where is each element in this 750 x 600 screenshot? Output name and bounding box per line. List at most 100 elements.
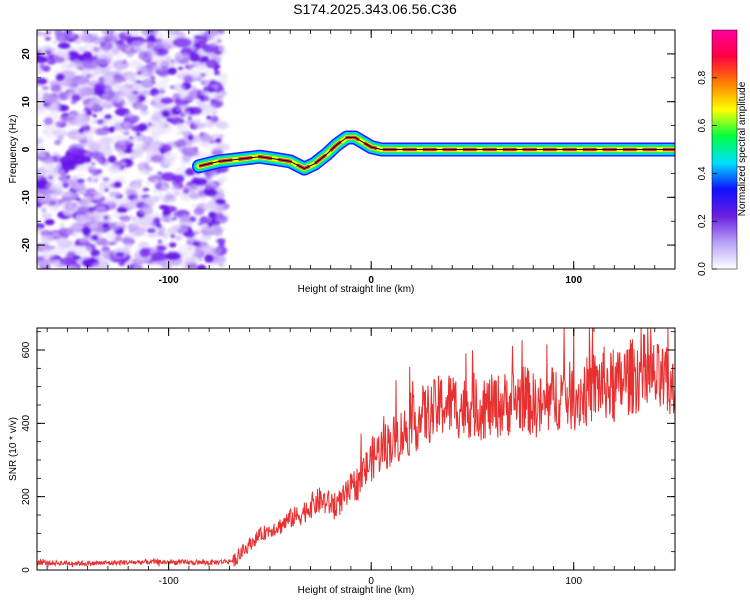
noise-speckle xyxy=(196,264,207,269)
ridge-trace xyxy=(198,137,675,170)
noise-speckle xyxy=(193,177,208,186)
noise-speckle xyxy=(124,242,133,249)
noise-speckle xyxy=(123,122,132,129)
noise-speckle xyxy=(91,151,101,157)
noise-speckle xyxy=(54,30,64,37)
noise-speckle xyxy=(80,87,93,97)
noise-speckle xyxy=(157,124,164,130)
noise-speckle xyxy=(37,139,42,144)
noise-speckle xyxy=(167,67,177,75)
noise-speckle xyxy=(84,151,92,157)
noise-speckle xyxy=(37,77,48,85)
noise-speckle xyxy=(62,182,70,189)
snr-frame xyxy=(36,327,676,571)
noise-speckle xyxy=(154,32,165,40)
noise-speckle xyxy=(130,78,137,83)
noise-speckle xyxy=(209,42,218,47)
noise-speckle xyxy=(120,215,131,222)
noise-speckle xyxy=(153,94,161,99)
noise-speckle xyxy=(127,201,137,210)
x-tick-label: 100 xyxy=(565,275,582,286)
noise-speckle xyxy=(122,139,133,145)
noise-speckle xyxy=(98,253,110,263)
noise-speckle xyxy=(195,237,202,242)
noise-speckle xyxy=(159,204,169,210)
y-tick-label: 0 xyxy=(21,146,32,152)
noise-speckle xyxy=(180,91,198,101)
noise-speckle xyxy=(89,223,100,230)
noise-speckle xyxy=(79,34,91,44)
noise-speckle xyxy=(134,142,146,148)
noise-speckle xyxy=(80,189,86,194)
noise-speckle xyxy=(215,218,222,223)
noise-speckle xyxy=(53,129,68,138)
noise-speckle xyxy=(60,200,74,209)
noise-speckle xyxy=(121,101,131,107)
noise-speckle xyxy=(157,239,162,244)
noise-speckle xyxy=(203,188,218,197)
x-tick-label: -100 xyxy=(159,275,179,286)
noise-speckle xyxy=(37,105,47,116)
noise-speckle xyxy=(57,42,71,50)
noise-speckle xyxy=(200,196,206,201)
noise-speckle xyxy=(139,205,154,215)
noise-speckle xyxy=(115,251,125,258)
noise-speckle xyxy=(62,192,74,199)
y-tick-label: 600 xyxy=(21,341,32,358)
noise-speckle xyxy=(189,52,201,63)
noise-speckle xyxy=(175,226,181,230)
noise-speckle xyxy=(207,222,213,227)
noise-speckle xyxy=(190,45,197,51)
noise-speckle xyxy=(58,116,70,124)
noise-speckle xyxy=(166,56,172,62)
noise-speckle xyxy=(95,214,105,222)
noise-speckle xyxy=(174,139,187,147)
noise-speckle xyxy=(191,186,195,189)
colorbar-tick-label: 0.0 xyxy=(697,262,708,276)
noise-speckle xyxy=(81,226,92,236)
noise-speckle xyxy=(205,59,218,69)
noise-speckle xyxy=(139,109,150,116)
noise-speckle xyxy=(102,177,110,182)
noise-speckle xyxy=(173,53,185,61)
noise-speckle xyxy=(76,173,84,178)
noise-speckle xyxy=(89,74,94,78)
noise-speckle xyxy=(103,76,114,82)
noise-speckle xyxy=(180,192,191,202)
noise-speckle xyxy=(139,169,145,175)
noise-speckle xyxy=(92,38,99,43)
noise-speckle xyxy=(69,265,78,269)
noise-speckle xyxy=(117,127,126,134)
noise-speckle xyxy=(143,169,151,175)
spectrogram-y-ticks: -20 -10 0 10 20 xyxy=(21,29,675,270)
noise-speckle xyxy=(106,164,121,174)
noise-speckle xyxy=(56,91,71,101)
noise-speckle xyxy=(191,204,197,209)
noise-speckle xyxy=(143,196,158,206)
noise-speckle xyxy=(148,122,152,126)
noise-speckle xyxy=(105,231,118,239)
noise-speckle xyxy=(98,53,107,59)
noise-speckle xyxy=(213,70,221,76)
noise-speckle xyxy=(70,220,83,231)
noise-speckle xyxy=(179,130,186,135)
colorbar: 0.0 0.2 0.4 0.6 0.8 Normalized spectral ampl… xyxy=(697,29,748,276)
noise-speckle xyxy=(203,90,218,99)
noise-speckle xyxy=(215,93,225,102)
noise-speckle xyxy=(184,75,193,84)
noise-speckle xyxy=(200,55,210,63)
noise-speckle xyxy=(201,233,212,241)
noise-speckle xyxy=(129,100,135,104)
noise-speckle xyxy=(59,257,77,266)
noise-speckle xyxy=(110,184,114,188)
x-tick-label: 100 xyxy=(565,576,582,587)
noise-speckle xyxy=(100,249,110,256)
y-tick-label: 200 xyxy=(21,488,32,505)
noise-speckle xyxy=(212,227,223,237)
noise-speckle xyxy=(187,30,196,36)
noise-speckle xyxy=(171,106,182,116)
noise-speckle xyxy=(76,215,86,223)
x-tick-label: -100 xyxy=(159,576,179,587)
noise-speckle xyxy=(50,84,62,93)
